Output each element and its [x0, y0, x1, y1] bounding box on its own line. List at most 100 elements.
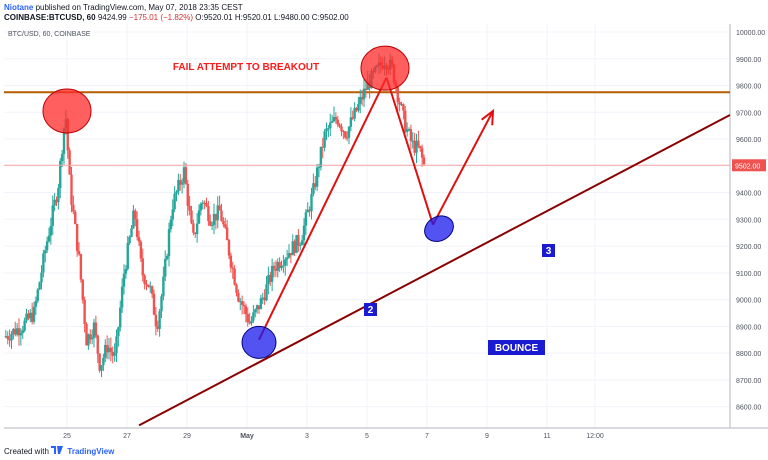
- candle-body: [83, 299, 86, 324]
- candle-body: [17, 328, 21, 336]
- last-price-tag: [732, 159, 766, 172]
- candle-body: [173, 193, 176, 210]
- candle-body: [293, 241, 296, 253]
- candle-body: [134, 210, 137, 220]
- candle-body: [405, 129, 409, 133]
- candle-body: [96, 335, 99, 354]
- candle-body: [255, 305, 259, 310]
- candle-body: [263, 297, 266, 301]
- y-tick-label: 9200.00: [736, 244, 761, 251]
- candle-body: [32, 306, 36, 322]
- candle-body: [345, 137, 349, 139]
- candle-body: [192, 223, 195, 233]
- candle-body: [184, 167, 188, 184]
- x-tick-label: 7: [425, 433, 429, 440]
- candle-body: [194, 232, 197, 235]
- label-3-box: [542, 244, 555, 257]
- bounce-label: BOUNCE: [495, 343, 539, 354]
- resistance-touch-marker[interactable]: [360, 45, 410, 91]
- candle-body: [415, 140, 418, 153]
- candle-body: [261, 297, 264, 299]
- candle-body: [364, 88, 368, 90]
- candle-body: [180, 182, 184, 185]
- candle-body: [246, 314, 249, 323]
- candle-body: [360, 96, 364, 100]
- support-touch-marker[interactable]: [241, 325, 277, 359]
- candle-body: [210, 224, 214, 226]
- candle-body: [199, 203, 203, 211]
- x-tick-label: May: [240, 433, 254, 440]
- y-tick-label: 8800.00: [736, 351, 761, 358]
- candle-body: [396, 87, 399, 103]
- candle-body: [235, 284, 238, 293]
- candle-body: [280, 266, 283, 269]
- arrowhead-icon: [481, 108, 495, 126]
- support-touch-marker[interactable]: [420, 211, 458, 246]
- candle-body: [357, 103, 360, 111]
- candle-body: [186, 183, 189, 206]
- candle-body: [19, 333, 23, 336]
- projection-arrow-line[interactable]: [432, 110, 494, 226]
- candle-body: [30, 312, 34, 322]
- candle-body: [160, 296, 163, 312]
- candle-body: [188, 205, 191, 211]
- candle-body: [94, 322, 98, 336]
- candle-body: [109, 347, 113, 352]
- candle-body: [141, 258, 144, 276]
- candle-body: [308, 209, 311, 212]
- candle-body: [299, 244, 302, 246]
- candle-body: [164, 258, 167, 277]
- path-rise-line[interactable]: [258, 77, 388, 341]
- x-tick-label: 3: [305, 433, 309, 440]
- candle-body: [57, 188, 60, 203]
- candle-body: [413, 140, 416, 153]
- candle-body: [119, 307, 122, 328]
- candle-body: [323, 131, 326, 148]
- candle-body: [229, 255, 233, 268]
- candle-body: [77, 251, 81, 255]
- candle-body: [274, 268, 278, 271]
- candle-body: [158, 311, 161, 329]
- x-tick-label: 5: [365, 433, 369, 440]
- candle-body: [209, 221, 212, 226]
- candle-body: [269, 275, 272, 282]
- resistance-touch-marker[interactable]: [42, 88, 92, 134]
- candle-body: [139, 241, 143, 259]
- candle-body: [117, 327, 120, 337]
- candle-body: [152, 293, 156, 315]
- tradingview-brand[interactable]: TradingView: [67, 447, 115, 456]
- candle-body: [295, 235, 298, 253]
- last-price: 9424.99: [97, 13, 127, 22]
- candle-body: [145, 284, 148, 286]
- candle-body: [420, 148, 424, 158]
- x-tick-label: 29: [183, 433, 191, 440]
- candle-body: [47, 235, 51, 242]
- candle-body: [306, 209, 309, 213]
- candle-body: [334, 117, 338, 120]
- candle-body: [197, 210, 201, 224]
- candle-body: [349, 117, 353, 127]
- candle-body: [4, 336, 8, 338]
- candle-body: [317, 167, 321, 169]
- support-trendline[interactable]: [138, 114, 731, 427]
- candle-body: [102, 357, 105, 366]
- candle-body: [239, 301, 242, 303]
- y-tick-label: 8600.00: [736, 405, 761, 412]
- candle-body: [66, 119, 69, 151]
- label-3: 3: [546, 246, 552, 257]
- candle-body: [177, 180, 180, 192]
- candle-body: [347, 126, 351, 138]
- candle-body: [207, 206, 210, 222]
- x-tick-label: 9: [485, 433, 489, 440]
- y-tick-label: 9300.00: [736, 217, 761, 224]
- candle-body: [128, 237, 131, 243]
- candle-body: [38, 282, 41, 290]
- candle-body: [244, 306, 248, 315]
- candle-body: [407, 129, 411, 131]
- last-price-tag-label: 9502.00: [735, 163, 760, 170]
- author-link[interactable]: Niotane: [4, 3, 34, 12]
- candle-body: [49, 225, 53, 236]
- path-drop-line[interactable]: [385, 77, 434, 225]
- candle-body: [315, 167, 319, 187]
